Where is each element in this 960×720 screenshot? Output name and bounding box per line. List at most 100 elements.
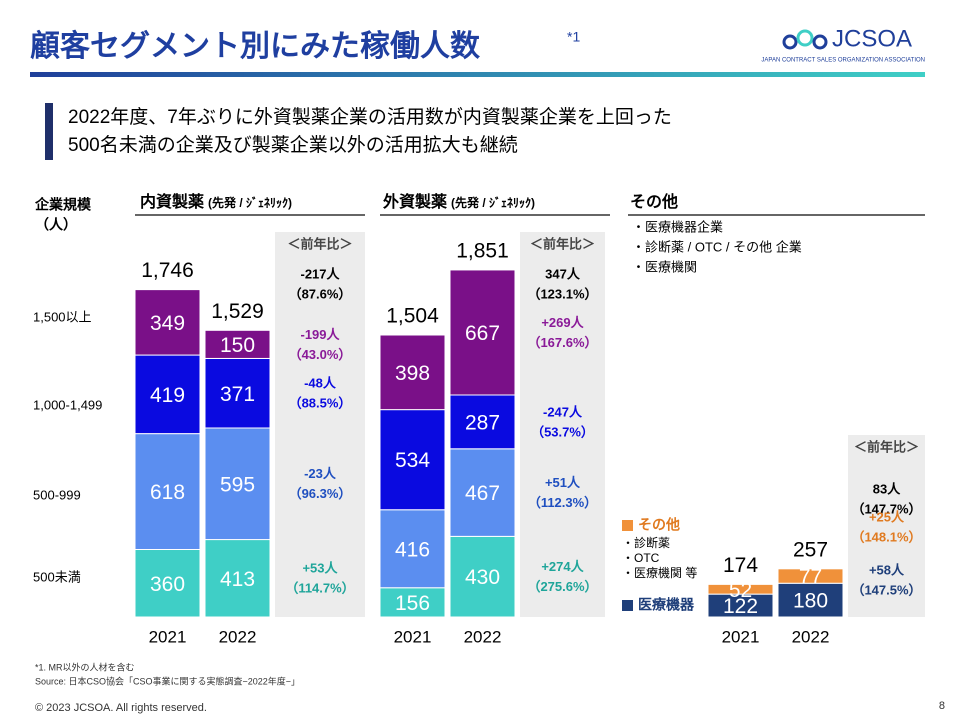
logo-mark bbox=[782, 29, 828, 50]
change-label: （114.7%） bbox=[285, 581, 354, 596]
total-change: （123.1%） bbox=[527, 286, 597, 301]
row-label: 1,000-1,499 bbox=[33, 397, 102, 412]
change-column bbox=[275, 232, 365, 617]
row-label: 1,500以上 bbox=[33, 309, 92, 324]
segment-label: 77 bbox=[799, 566, 822, 589]
legend-sub: ・診断薬 bbox=[622, 535, 670, 550]
change-label: -199人 bbox=[300, 327, 340, 342]
total-change: 347人 bbox=[545, 266, 581, 281]
total-label: 1,746 bbox=[141, 259, 194, 282]
change-label: +51人 bbox=[545, 475, 581, 490]
change-header: ＜前年比＞ bbox=[854, 439, 919, 454]
bar-segment bbox=[204, 539, 271, 618]
bar-segment bbox=[134, 289, 201, 356]
segment-label: 360 bbox=[150, 573, 185, 596]
axis-title: 企業規模 bbox=[34, 197, 92, 213]
change-label: +25人 bbox=[869, 509, 905, 524]
change-label: （167.6%） bbox=[527, 335, 597, 350]
x-tick-label: 2021 bbox=[149, 627, 187, 646]
segment-label: 467 bbox=[465, 482, 500, 505]
change-label: （53.7%） bbox=[531, 424, 594, 439]
bar-segment bbox=[134, 549, 201, 618]
change-label: （148.1%） bbox=[851, 529, 921, 544]
change-label: +269人 bbox=[541, 315, 584, 330]
change-label: +53人 bbox=[302, 561, 338, 576]
subtitle: 2022年度、7年ぶりに外資製薬企業の活用数が内資製薬企業を上回った bbox=[68, 106, 672, 128]
bar-segment bbox=[204, 427, 271, 541]
bar-segment bbox=[134, 354, 201, 435]
total-label: 257 bbox=[793, 538, 828, 561]
title-rule bbox=[30, 72, 925, 77]
total-change: （87.6%） bbox=[289, 286, 352, 301]
bar-segment bbox=[379, 334, 446, 411]
segment-label: 156 bbox=[395, 592, 430, 615]
change-label: （112.3%） bbox=[528, 495, 597, 510]
title: 顧客セグメント別にみた稼働人数 bbox=[30, 29, 481, 63]
segment-item: ・医療機器企業 bbox=[632, 219, 723, 234]
change-label: -48人 bbox=[304, 376, 337, 391]
x-tick-label: 2021 bbox=[394, 627, 432, 646]
logo-sub: JAPAN CONTRACT SALES ORGANIZATION ASSOCI… bbox=[761, 58, 925, 64]
x-tick-label: 2022 bbox=[464, 627, 502, 646]
segment-label: 371 bbox=[220, 383, 255, 406]
change-label: +274人 bbox=[541, 559, 584, 574]
bar-segment bbox=[379, 509, 446, 589]
bar-segment bbox=[707, 583, 774, 595]
segment-label: 534 bbox=[395, 449, 430, 472]
change-label: （43.0%） bbox=[289, 347, 352, 362]
total-label: 1,851 bbox=[456, 239, 509, 262]
chart-subtitle: (先発 / ｼﾞｪﾈﾘｯｸ) bbox=[451, 195, 535, 210]
x-tick-label: 2022 bbox=[792, 627, 830, 646]
bar-segment bbox=[379, 587, 446, 618]
bar-segment bbox=[204, 357, 271, 429]
total-change: 83人 bbox=[873, 481, 901, 496]
bar-segment bbox=[777, 582, 844, 618]
change-header: ＜前年比＞ bbox=[530, 236, 595, 251]
segment-label: 667 bbox=[465, 322, 500, 345]
segment-label: 618 bbox=[150, 481, 185, 504]
change-column bbox=[520, 232, 605, 617]
change-label: （275.6%） bbox=[527, 579, 597, 594]
change-header: ＜前年比＞ bbox=[287, 236, 352, 251]
segment-label: 150 bbox=[220, 334, 255, 357]
legend-label: その他 bbox=[638, 517, 680, 533]
change-label: -247人 bbox=[543, 404, 583, 419]
page-number: 8 bbox=[939, 700, 945, 712]
total-label: 1,504 bbox=[386, 305, 439, 328]
change-label: （88.5%） bbox=[289, 396, 352, 411]
x-tick-label: 2021 bbox=[722, 627, 760, 646]
segment-label: 122 bbox=[723, 595, 758, 618]
segment-label: 416 bbox=[395, 538, 430, 561]
segment-label: 52 bbox=[729, 579, 752, 602]
legend-sub: ・OTC bbox=[622, 551, 660, 565]
footnote: *1. MR以外の人材を含む bbox=[35, 661, 135, 672]
logo: JCSOA bbox=[832, 25, 912, 52]
segment-label: 398 bbox=[395, 362, 430, 385]
axis-title: （人） bbox=[35, 217, 77, 233]
footer: © 2023 JCSOA. All rights reserved. bbox=[35, 702, 207, 714]
bar-segment bbox=[204, 329, 271, 359]
legend-sub: ・医療機関 等 bbox=[622, 565, 697, 580]
chart-title: 外資製薬 bbox=[382, 192, 448, 211]
total-label: 174 bbox=[723, 554, 758, 577]
change-label: （96.3%） bbox=[289, 486, 352, 501]
segment-label: 349 bbox=[150, 312, 185, 335]
bar-segment bbox=[449, 535, 516, 618]
segment-label: 595 bbox=[220, 473, 255, 496]
segment-item: ・医療機関 bbox=[632, 259, 697, 274]
row-label: 500-999 bbox=[33, 487, 81, 502]
footnote: Source: 日本CSO協会「CSO事業に関する実態調査−2022年度−」 bbox=[35, 675, 300, 686]
legend-label: 医療機器 bbox=[638, 597, 695, 613]
chart-title: その他 bbox=[630, 192, 678, 211]
bar-segment bbox=[379, 409, 446, 511]
segment-label: 413 bbox=[220, 568, 255, 591]
segment-item: ・診断薬 / OTC / その他 企業 bbox=[632, 239, 802, 254]
chart-title: 内資製薬 bbox=[140, 192, 205, 211]
legend-swatch bbox=[622, 600, 633, 611]
legend-swatch bbox=[622, 520, 633, 531]
x-tick-label: 2022 bbox=[219, 627, 257, 646]
change-label: -23人 bbox=[304, 466, 337, 481]
bar-segment bbox=[449, 269, 516, 396]
chart-subtitle: (先発 / ｼﾞｪﾈﾘｯｸ) bbox=[208, 195, 292, 210]
